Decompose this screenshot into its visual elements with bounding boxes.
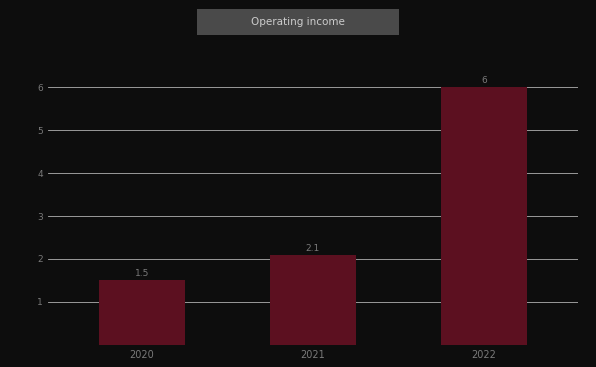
Text: 2.1: 2.1 [306, 244, 320, 252]
Text: 6: 6 [481, 76, 487, 85]
Bar [270, 255, 356, 345]
Text: 1.5: 1.5 [135, 269, 149, 278]
Bar [99, 280, 185, 345]
Bar [441, 87, 527, 345]
Text: Operating income: Operating income [251, 17, 345, 27]
